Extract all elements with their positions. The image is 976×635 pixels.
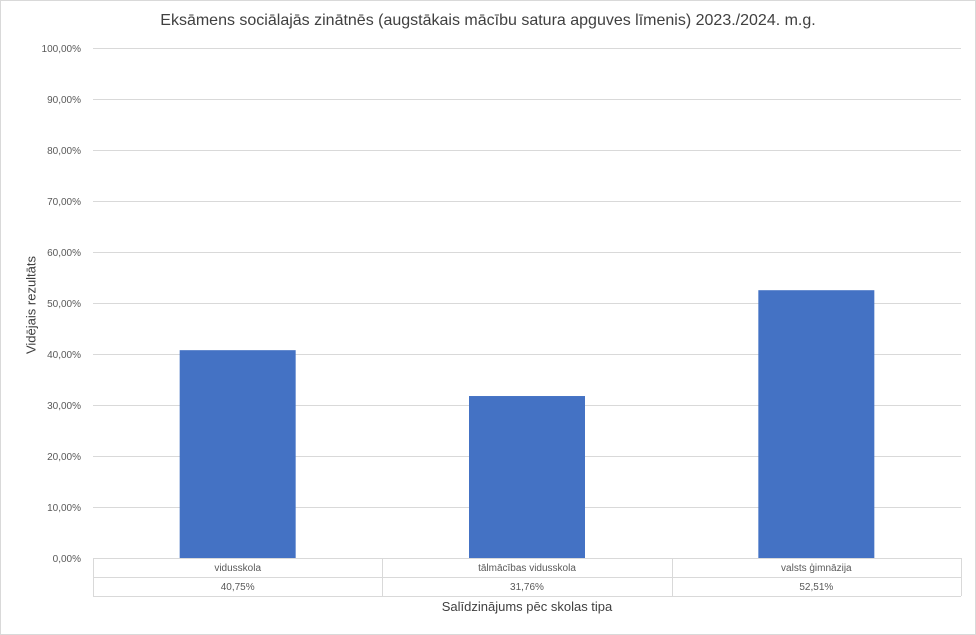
- y-tick-label: 50,00%: [47, 299, 81, 310]
- y-tick-label: 0,00%: [53, 554, 81, 565]
- bar: [469, 396, 585, 558]
- y-tick-label: 10,00%: [47, 503, 81, 514]
- x-tick-label: valsts ģimnāzija: [781, 561, 852, 574]
- chart-title: Eksāmens sociālajās zinātnēs (augstākais…: [160, 12, 816, 29]
- y-tick-label: 40,00%: [47, 350, 81, 361]
- data-label: 31,76%: [510, 582, 544, 593]
- data-label: 52,51%: [799, 582, 833, 593]
- x-tick-label: vidusskola: [214, 563, 261, 574]
- y-tick-label: 100,00%: [42, 44, 82, 55]
- data-label: 40,75%: [221, 582, 255, 593]
- y-tick-label: 60,00%: [47, 248, 81, 259]
- bar: [179, 350, 296, 558]
- x-axis-title: Salīdzinājums pēc skolas tipa: [441, 599, 613, 614]
- y-tick-label: 80,00%: [47, 146, 81, 157]
- y-tick-label: 30,00%: [47, 401, 81, 412]
- y-tick-label: 90,00%: [47, 95, 81, 106]
- y-tick-label: 20,00%: [47, 452, 81, 463]
- y-tick-label: 70,00%: [47, 197, 81, 208]
- bar: [758, 290, 875, 558]
- x-tick-label: tālmācības vidusskola: [478, 563, 576, 574]
